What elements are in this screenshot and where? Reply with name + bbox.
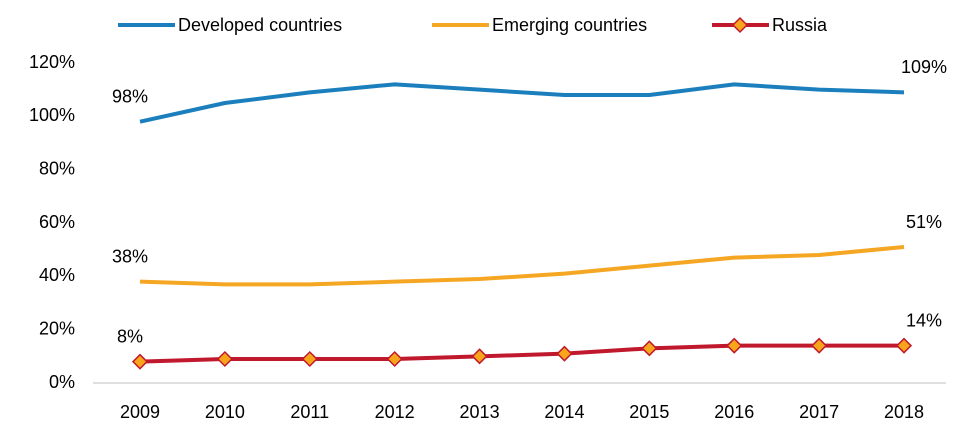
- marker: [131, 353, 149, 370]
- x-tick-label: 2012: [375, 402, 415, 422]
- series-line: [139, 343, 904, 364]
- legend-label: Developed countries: [178, 15, 342, 35]
- legend-label: Emerging countries: [492, 15, 647, 35]
- x-tick-label: 2018: [884, 402, 924, 422]
- marker: [471, 348, 488, 365]
- x-tick-label: 2013: [460, 402, 500, 422]
- series-line: [139, 82, 905, 124]
- data-label: 51%: [906, 212, 942, 232]
- data-label: 8%: [117, 326, 143, 346]
- y-tick-label: 40%: [39, 265, 75, 285]
- y-tick-label: 20%: [39, 318, 75, 338]
- x-tick-label: 2011: [290, 402, 329, 422]
- data-label: 14%: [906, 310, 942, 330]
- x-tick-label: 2014: [544, 402, 584, 422]
- marker: [895, 337, 913, 354]
- marker: [641, 340, 658, 357]
- marker: [811, 337, 828, 354]
- marker: [386, 350, 403, 368]
- x-tick-label: 2015: [629, 402, 669, 422]
- y-tick-label: 120%: [29, 52, 75, 72]
- legend-label: Russia: [772, 15, 828, 35]
- marker: [301, 350, 318, 368]
- data-label: 38%: [112, 246, 148, 266]
- y-tick-label: 0%: [49, 372, 75, 392]
- x-tick-label: 2009: [120, 402, 160, 422]
- marker: [726, 337, 743, 354]
- x-tick-label: 2017: [799, 402, 839, 422]
- y-tick-label: 60%: [39, 212, 75, 232]
- data-label: 109%: [901, 57, 947, 77]
- y-tick-label: 80%: [39, 158, 75, 178]
- data-label: 98%: [112, 86, 148, 106]
- x-tick-label: 2010: [205, 402, 245, 422]
- series-line: [139, 245, 905, 287]
- x-tick-label: 2016: [714, 402, 754, 422]
- marker: [556, 345, 573, 362]
- marker: [216, 350, 233, 368]
- legend-marker: [731, 16, 749, 34]
- y-tick-label: 100%: [29, 105, 75, 125]
